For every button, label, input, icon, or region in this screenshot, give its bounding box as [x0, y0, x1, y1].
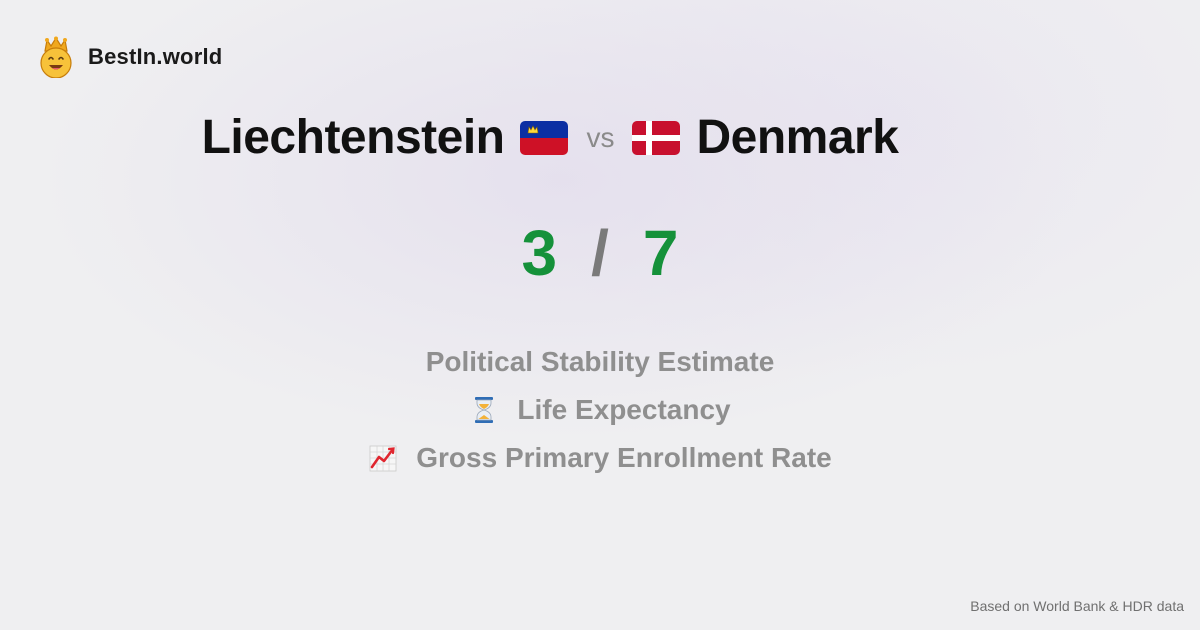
list-item: Political Stability Estimate [0, 338, 1200, 386]
comparison-title: Liechtenstein vs Denmark [0, 110, 1100, 165]
liechtenstein-flag-icon [520, 120, 569, 155]
crown-smiley-icon [40, 36, 72, 78]
hourglass-icon [475, 397, 494, 423]
score-b: 7 [642, 217, 679, 289]
chart-increasing-icon [369, 445, 397, 472]
brand-name: BestIn.world [88, 44, 223, 69]
list-item: Gross Primary Enrollment Rate [0, 434, 1200, 482]
country-a-name: Liechtenstein [201, 111, 505, 164]
country-b-name: Denmark [696, 111, 899, 164]
brand[interactable]: BestIn.world [38, 36, 222, 78]
metric-label: Life Expectancy [517, 394, 731, 425]
score-separator: / [591, 217, 609, 289]
metric-list: Political Stability Estimate Life Expect… [0, 338, 1200, 482]
vs-label: vs [586, 121, 615, 153]
source-note: Based on World Bank & HDR data [970, 598, 1184, 614]
score: 3 / 7 [0, 216, 1200, 290]
metric-label: Gross Primary Enrollment Rate [416, 442, 832, 473]
denmark-flag-icon [632, 120, 681, 155]
metric-label: Political Stability Estimate [425, 346, 775, 377]
list-item: Life Expectancy [0, 386, 1200, 434]
score-a: 3 [521, 217, 558, 289]
